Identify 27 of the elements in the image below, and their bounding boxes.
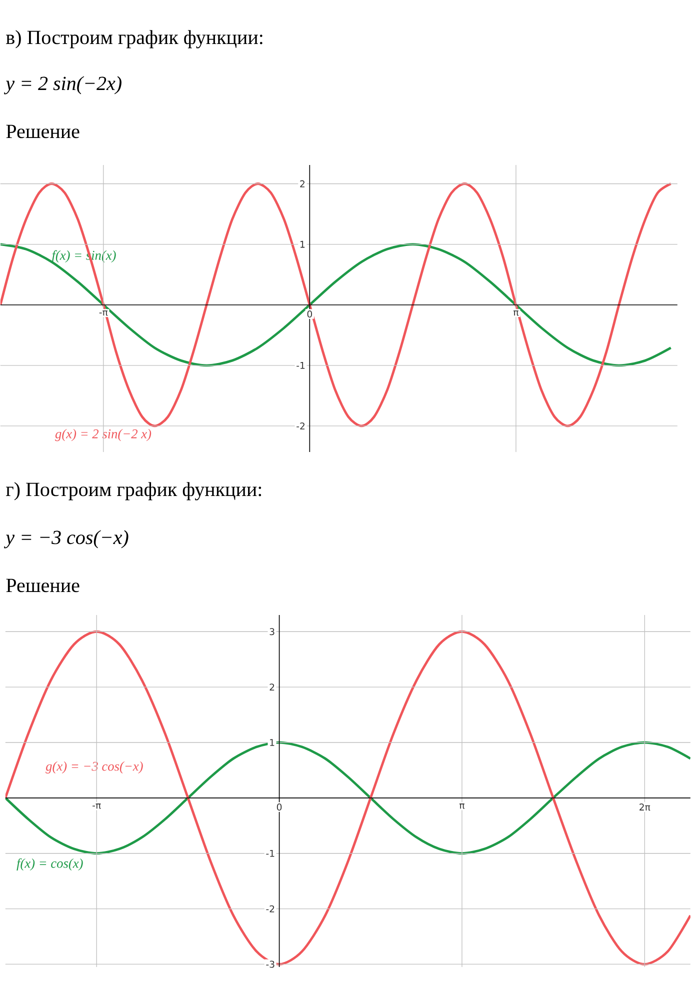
x-tick-label: -π bbox=[99, 310, 108, 316]
x-tick-label: π bbox=[459, 804, 464, 809]
y-tick-label: 1 bbox=[300, 240, 304, 248]
y-tick-label: -2 bbox=[296, 422, 304, 430]
chart-title: в) Построим график функции: bbox=[6, 30, 262, 48]
x-tick-label: -π bbox=[92, 804, 101, 809]
series-label: g(x) = 2 sin(−2 x) bbox=[54, 428, 151, 442]
chart-title: г) Построим график функции: bbox=[6, 482, 261, 500]
y-tick-label: -1 bbox=[266, 850, 274, 857]
chart-subtitle: y = 2 sin(−2x) bbox=[4, 76, 122, 94]
x-tick-label: 2π bbox=[639, 804, 650, 811]
text: Решение bbox=[6, 124, 80, 138]
y-tick-label: 3 bbox=[270, 628, 274, 636]
y-tick-label: -3 bbox=[266, 960, 274, 968]
x-tick-label: π bbox=[513, 310, 518, 316]
y-tick-label: 1 bbox=[270, 739, 274, 746]
series-label: f(x) = cos(x) bbox=[16, 858, 83, 871]
line-series bbox=[5, 741, 690, 855]
series-label: g(x) = −3 cos(−x) bbox=[45, 761, 143, 774]
chart-subtitle: y = −3 cos(−x) bbox=[4, 530, 128, 548]
text: Решение bbox=[6, 578, 80, 592]
x-tick-label: 0 bbox=[307, 310, 312, 318]
x-tick-label: 0 bbox=[276, 804, 282, 811]
y-tick-label: 2 bbox=[270, 684, 274, 691]
y-tick-label: -1 bbox=[296, 362, 304, 369]
y-tick-label: -2 bbox=[266, 905, 274, 912]
y-tick-label: 2 bbox=[300, 180, 304, 188]
